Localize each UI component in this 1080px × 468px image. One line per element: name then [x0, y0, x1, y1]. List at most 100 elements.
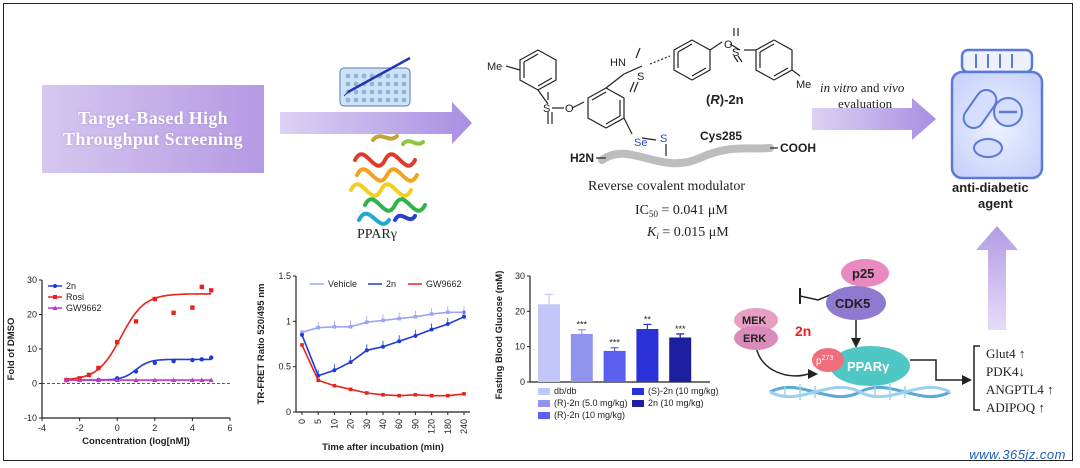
erk-node: [734, 326, 778, 350]
legend-swatch: [632, 388, 644, 395]
data-point: [152, 377, 158, 383]
hts-line1: Target-Based High: [78, 108, 228, 128]
data-point: [152, 360, 157, 365]
cdk5-label: CDK5: [835, 296, 870, 311]
ppar-node-label: PPARγ: [847, 359, 890, 374]
y-tick-label: 10: [27, 344, 37, 354]
legend-swatch: [538, 412, 550, 419]
me-label-1: Me: [487, 61, 502, 73]
data-point: [316, 378, 320, 383]
ppar-node: [830, 346, 910, 386]
data-point: [413, 392, 418, 397]
y-tick-label: -10: [24, 413, 37, 423]
y-tick-label: 30: [27, 275, 37, 285]
legend-label: 2n: [66, 281, 76, 291]
data-point: [381, 392, 385, 397]
gene-0: Glut4 ↑: [986, 346, 1025, 361]
bar: [603, 350, 626, 382]
p25-node: [841, 259, 889, 287]
x-tick-label: -4: [38, 423, 46, 433]
bar: [636, 329, 659, 382]
s-atom-left: S: [543, 103, 550, 115]
data-point: [332, 383, 337, 388]
y-tick-label: 0: [32, 379, 37, 389]
legend-label: GW9662: [426, 279, 462, 289]
microplate-icon: [339, 56, 411, 107]
x-tick-label: 6: [227, 423, 232, 433]
data-point: [133, 377, 139, 383]
x-tick-label: 40: [378, 419, 388, 429]
data-point: [86, 372, 92, 378]
legend-marker: [52, 305, 58, 310]
y-axis-title: TR-FRET Ratio 520/495 nm: [256, 284, 267, 405]
hts-line2: Throughput Screening: [63, 129, 243, 149]
agent-line1: anti-diabetic: [952, 180, 1029, 195]
data-point: [96, 365, 101, 371]
legend-label: db/db: [554, 386, 577, 396]
cdk5-node: [826, 286, 886, 320]
data-point: [152, 296, 157, 302]
figure-frame: [3, 3, 1073, 461]
data-point: [413, 315, 418, 319]
data-point: [199, 284, 204, 290]
o-atom: O: [565, 103, 574, 115]
legend-swatch: [538, 388, 550, 395]
data-point: [171, 377, 177, 383]
data-point: [190, 357, 195, 363]
s-atom-upper: S: [637, 71, 644, 83]
y-axis-title: Fasting Blood Glucose (mM): [494, 271, 505, 400]
pill-bottle-icon: [950, 48, 1044, 180]
ki-label: Ki = 0.015 μM: [646, 225, 729, 241]
s-link-label: S: [660, 133, 667, 145]
data-point: [199, 377, 205, 383]
dose-response-chart: -10 0 10 20 30 -4 -2 0 2 4 6 Concentration (log[nM]…: [6, 275, 233, 446]
y-tick-label: 0: [286, 407, 291, 417]
x-tick-label: 5: [313, 419, 323, 424]
legend-label: (R)-2n (10 mg/kg): [554, 410, 625, 420]
y-tick-label: 1.5: [278, 271, 291, 281]
significance-label: ***: [675, 324, 686, 334]
data-point: [133, 319, 139, 324]
s-atom-right: S: [732, 47, 739, 59]
significance-label: ***: [577, 320, 588, 330]
data-point: [365, 320, 369, 325]
data-point: [429, 312, 434, 316]
pathway-2n-label: 2n: [795, 323, 811, 339]
x-tick-label: 60: [394, 419, 404, 429]
agent-line2: agent: [978, 196, 1013, 211]
x-tick-label: 2: [152, 423, 157, 433]
data-point: [365, 391, 369, 395]
legend-swatch: [538, 400, 550, 407]
data-point: [171, 310, 176, 315]
legend-swatch: [632, 400, 644, 407]
erk-label: ERK: [743, 333, 766, 345]
gene-3: ADIPOQ ↑: [986, 400, 1045, 415]
y-tick-label: 0: [520, 377, 525, 387]
legend-marker: [53, 284, 57, 288]
fit-curve-2n: [64, 358, 212, 381]
p273-node: [812, 348, 844, 372]
x-tick-label: 0: [297, 419, 307, 424]
data-point: [397, 393, 401, 398]
arrow-up: [976, 226, 1018, 330]
compound-name: (R)-2n: [706, 92, 744, 107]
data-point: [209, 288, 214, 293]
ppar-protein-icon: [349, 134, 427, 226]
y-tick-label: 30: [515, 271, 525, 281]
watermark: www.365jz.com: [969, 447, 1066, 462]
x-axis-title: Time after incubation (min): [322, 442, 444, 453]
bar: [669, 337, 692, 382]
arrow-compound-to-agent: [812, 98, 936, 140]
data-point: [300, 330, 304, 335]
x-tick-label: 30: [362, 419, 372, 429]
data-point: [208, 377, 214, 383]
legend-marker: [53, 295, 57, 299]
p25-label: p25: [852, 266, 874, 281]
legend-label: 2n: [386, 279, 396, 289]
hts-box: Target-Based High Throughput Screening: [42, 85, 264, 173]
data-point: [429, 327, 434, 332]
significance-label: **: [644, 314, 652, 324]
bar: [538, 304, 560, 382]
